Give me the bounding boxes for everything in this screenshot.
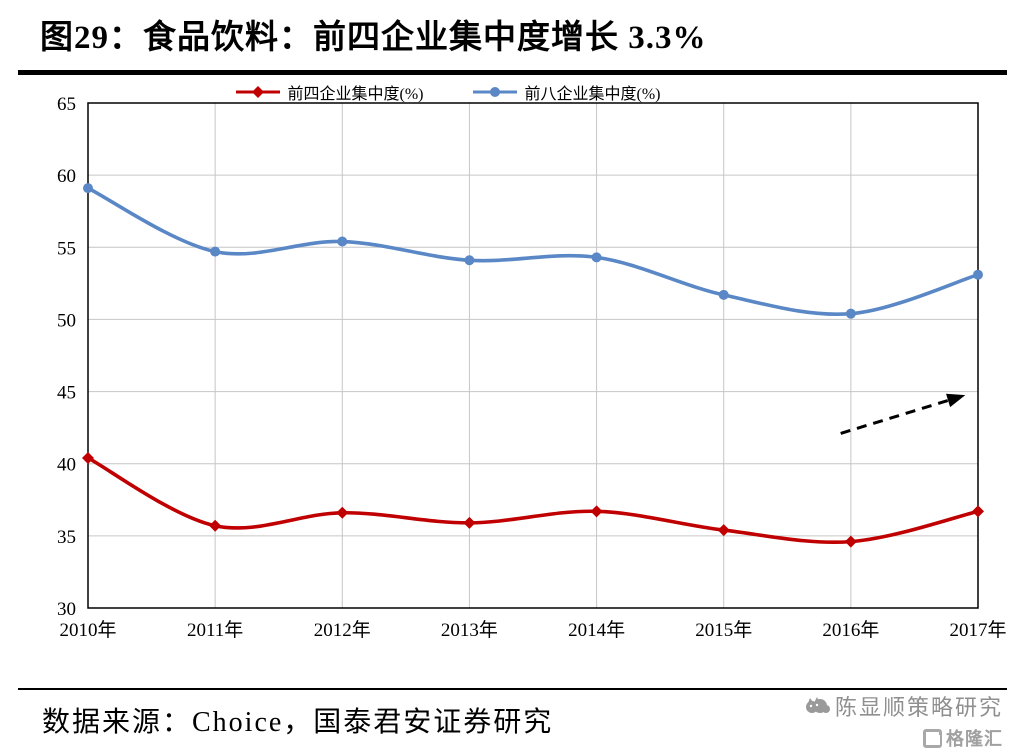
x-tick-label: 2014年 <box>568 619 625 641</box>
trend-arrow-line <box>840 399 949 435</box>
x-tick-label: 2013年 <box>441 619 498 641</box>
watermark-row: 陈显顺策略研究 <box>804 690 1003 722</box>
series-line <box>86 456 980 545</box>
x-tick-label: 2017年 <box>949 619 1006 641</box>
gelonghui-logo-icon <box>923 728 942 748</box>
line-chart: 30 35 40 45 50 55 60 65 2010年 2011年 2012年 2013年 2014… <box>57 94 1007 641</box>
y-tick-label: 60 <box>57 166 76 187</box>
data-point-circle <box>210 246 221 257</box>
legend-label-top4: 前四企业集中度(%) <box>287 86 424 103</box>
data-point-circle <box>591 252 602 263</box>
x-tick-label: 2015年 <box>695 619 752 641</box>
watermark: 陈显顺策略研究 格隆汇 <box>804 690 1003 751</box>
data-point-diamond <box>590 505 603 518</box>
data-point-circle <box>845 308 856 319</box>
data-point-circle <box>337 236 348 247</box>
x-tick-label: 2012年 <box>314 619 371 641</box>
data-point-circle <box>464 255 475 266</box>
data-point-diamond <box>844 535 857 548</box>
figure-title: 图29：食品饮料：前四企业集中度增长 3.3% <box>40 20 707 56</box>
legend-label-top8: 前八企业集中度(%) <box>524 86 661 103</box>
x-tick-label: 2016年 <box>822 619 879 641</box>
y-tick-label: 55 <box>57 238 76 259</box>
data-point-circle <box>973 269 983 280</box>
y-tick-label: 30 <box>57 599 76 620</box>
data-point-diamond <box>463 516 476 529</box>
chart-legend: 前四企业集中度(%) 前八企业集中度(%) <box>0 80 955 104</box>
watermark-text: 陈显顺策略研究 <box>834 695 1003 720</box>
data-point-diamond <box>336 506 349 519</box>
blue-circle-line-marker <box>472 87 517 97</box>
data-point-diamond <box>972 505 984 518</box>
data-source: 数据来源：Choice，国泰君安证券研究 <box>42 707 554 738</box>
red-diamond-line-marker <box>235 86 280 98</box>
gelonghui-logo: 格隆汇 <box>923 725 1003 751</box>
plot-area <box>88 103 978 608</box>
legend-item-top8: 前八企业集中度(%) <box>472 80 661 104</box>
data-point-circle <box>83 183 93 194</box>
x-tick-label: 2010年 <box>59 619 116 641</box>
y-tick-label: 35 <box>57 527 76 548</box>
series-line <box>86 186 980 316</box>
gelonghui-logo-text: 格隆汇 <box>946 729 1003 749</box>
title-block: 图29：食品饮料：前四企业集中度增长 3.3% <box>18 8 1007 75</box>
y-tick-label: 45 <box>57 383 76 404</box>
y-tick-label: 65 <box>57 94 76 115</box>
y-tick-label: 40 <box>57 455 76 476</box>
plot-border <box>87 102 979 609</box>
data-point-diamond <box>717 524 730 537</box>
data-point-diamond <box>209 519 222 532</box>
cat-cloud-icon <box>805 697 830 713</box>
trend-arrow-head <box>946 393 966 408</box>
data-point-diamond <box>82 451 94 464</box>
x-tick-label: 2011年 <box>187 619 243 641</box>
y-tick-label: 50 <box>57 310 76 331</box>
legend-item-top4: 前四企业集中度(%) <box>235 80 424 104</box>
data-point-circle <box>718 289 729 300</box>
footer-divider <box>18 688 1007 690</box>
